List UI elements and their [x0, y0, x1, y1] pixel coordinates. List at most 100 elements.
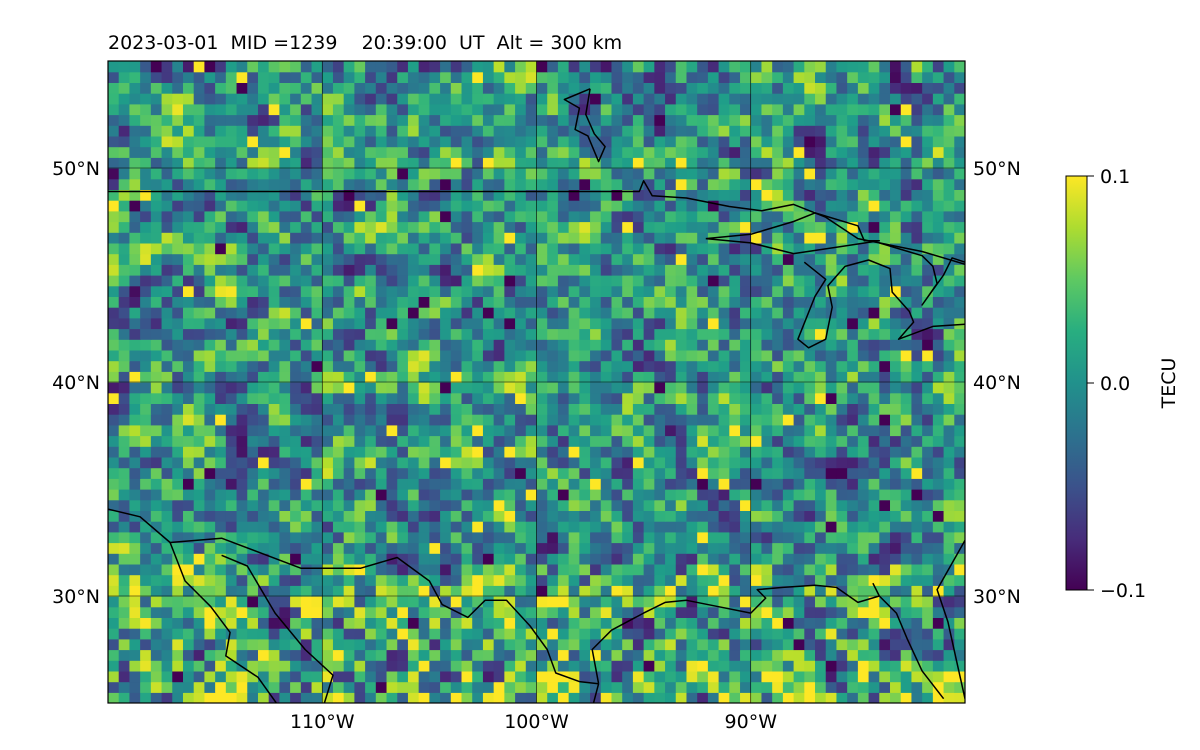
heatmap-cell [825, 489, 838, 501]
heatmap-cell [772, 638, 784, 651]
heatmap-cell [225, 521, 238, 533]
heatmap-cell [943, 168, 955, 180]
heatmap-cell [740, 328, 752, 340]
heatmap-cell [257, 585, 270, 597]
heatmap-cell [847, 285, 859, 297]
heatmap-cell [707, 403, 720, 415]
heatmap-cell [386, 307, 398, 319]
heatmap-cell [461, 392, 473, 404]
heatmap-cell [868, 392, 880, 404]
heatmap-cell [750, 446, 763, 458]
heatmap-cell [932, 114, 945, 126]
heatmap-cell [161, 392, 173, 404]
heatmap-cell [140, 628, 152, 640]
heatmap-cell [375, 135, 388, 148]
heatmap-cell [654, 542, 666, 554]
heatmap-cell [611, 403, 623, 415]
heatmap-cell [900, 403, 913, 415]
heatmap-cell [504, 510, 516, 522]
heatmap-cell [857, 103, 870, 116]
coastline [797, 259, 965, 349]
heatmap-cell [279, 446, 291, 458]
heatmap-cell [922, 392, 934, 404]
heatmap-cell [825, 681, 838, 693]
heatmap-cell [140, 531, 152, 544]
heatmap-cell [707, 146, 720, 158]
heatmap-cell [836, 168, 848, 180]
heatmap-cell [236, 531, 248, 544]
heatmap-cell [547, 403, 559, 415]
heatmap-cell [118, 435, 131, 447]
heatmap-cell [440, 660, 452, 672]
heatmap-cell [418, 157, 430, 169]
heatmap-cell [568, 542, 580, 554]
heatmap-cell [772, 681, 784, 693]
heatmap-cell [450, 456, 463, 469]
heatmap-cell [922, 210, 934, 223]
heatmap-cell [750, 114, 763, 126]
heatmap-cell [172, 542, 184, 554]
heatmap-cell [557, 617, 570, 629]
heatmap-cell [622, 424, 634, 437]
heatmap-cell [943, 596, 955, 608]
heatmap-cell [825, 178, 838, 190]
heatmap-cell [493, 210, 505, 223]
heatmap-cell [172, 414, 184, 426]
heatmap-cell [547, 125, 559, 137]
heatmap-cell [225, 414, 238, 426]
heatmap-cell [343, 264, 355, 276]
heatmap-cell [579, 692, 591, 703]
heatmap-cell [161, 71, 173, 83]
heatmap-cell [397, 328, 409, 340]
heatmap-cell [857, 168, 870, 180]
heatmap-cell [300, 349, 313, 362]
heatmap-cell [343, 232, 355, 244]
heatmap-cell [397, 93, 409, 105]
heatmap-cell [450, 670, 463, 683]
coastline [936, 540, 965, 699]
heatmap-cell [172, 585, 184, 597]
heatmap-cell [129, 157, 141, 169]
y-tick-label-right: 30°N [973, 586, 1021, 608]
heatmap-cell [943, 146, 955, 158]
heatmap-cell [182, 617, 195, 629]
heatmap-cell [890, 681, 902, 693]
heatmap-cell [665, 264, 677, 276]
heatmap-cell [268, 489, 280, 501]
heatmap-cell [547, 275, 559, 287]
heatmap-cell [365, 596, 377, 608]
heatmap-cell [461, 349, 473, 362]
heatmap-cell [868, 628, 880, 640]
heatmap-cell [675, 168, 688, 180]
heatmap-cell [911, 574, 923, 586]
heatmap-cell [247, 467, 259, 479]
heatmap-cell [707, 200, 720, 212]
heatmap-cell [643, 114, 655, 126]
heatmap-cell [954, 93, 965, 105]
heatmap-cell [718, 178, 730, 190]
heatmap-cell [247, 296, 259, 308]
heatmap-cell [290, 232, 302, 244]
heatmap-cell [718, 660, 730, 672]
heatmap-cell [740, 531, 752, 544]
heatmap-cell [504, 317, 516, 330]
heatmap-cell [268, 542, 280, 554]
heatmap-cell [761, 371, 773, 383]
heatmap-cell [568, 93, 580, 105]
heatmap-cell [182, 456, 195, 469]
heatmap-cell [354, 146, 366, 158]
heatmap-cell [450, 617, 463, 629]
heatmap-cell [108, 178, 120, 190]
heatmap-cell [900, 371, 913, 383]
heatmap-cell [182, 596, 195, 608]
heatmap-cell [397, 489, 409, 501]
heatmap-cell [418, 71, 430, 83]
heatmap-cell [290, 638, 302, 651]
heatmap-cell [515, 210, 527, 223]
heatmap-cell [665, 606, 677, 618]
heatmap-cell [215, 125, 227, 137]
heatmap-cell [257, 467, 270, 479]
heatmap-cell [375, 349, 388, 362]
heatmap-cell [418, 403, 430, 415]
heatmap-cell [568, 596, 580, 608]
